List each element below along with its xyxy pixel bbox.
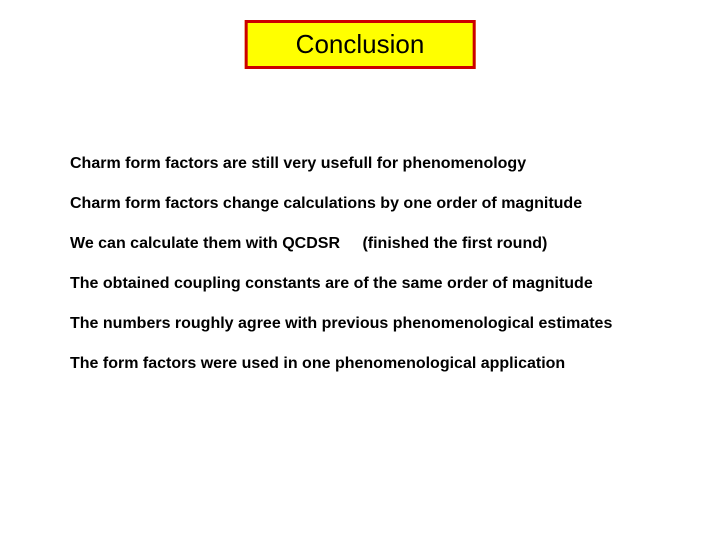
- bullet-2: Charm form factors change calculations b…: [70, 195, 680, 213]
- title-box: Conclusion: [245, 20, 476, 69]
- bullet-3-note: (finished the first round): [362, 235, 547, 252]
- bullet-5: The numbers roughly agree with previous …: [70, 315, 680, 333]
- bullet-1: Charm form factors are still very useful…: [70, 155, 680, 173]
- content-area: Charm form factors are still very useful…: [70, 155, 680, 395]
- bullet-3-main: We can calculate them with QCDSR: [70, 235, 340, 252]
- bullet-3: We can calculate them with QCDSR (finish…: [70, 235, 680, 253]
- bullet-4: The obtained coupling constants are of t…: [70, 275, 680, 293]
- title-text: Conclusion: [296, 29, 425, 59]
- bullet-6: The form factors were used in one phenom…: [70, 355, 680, 373]
